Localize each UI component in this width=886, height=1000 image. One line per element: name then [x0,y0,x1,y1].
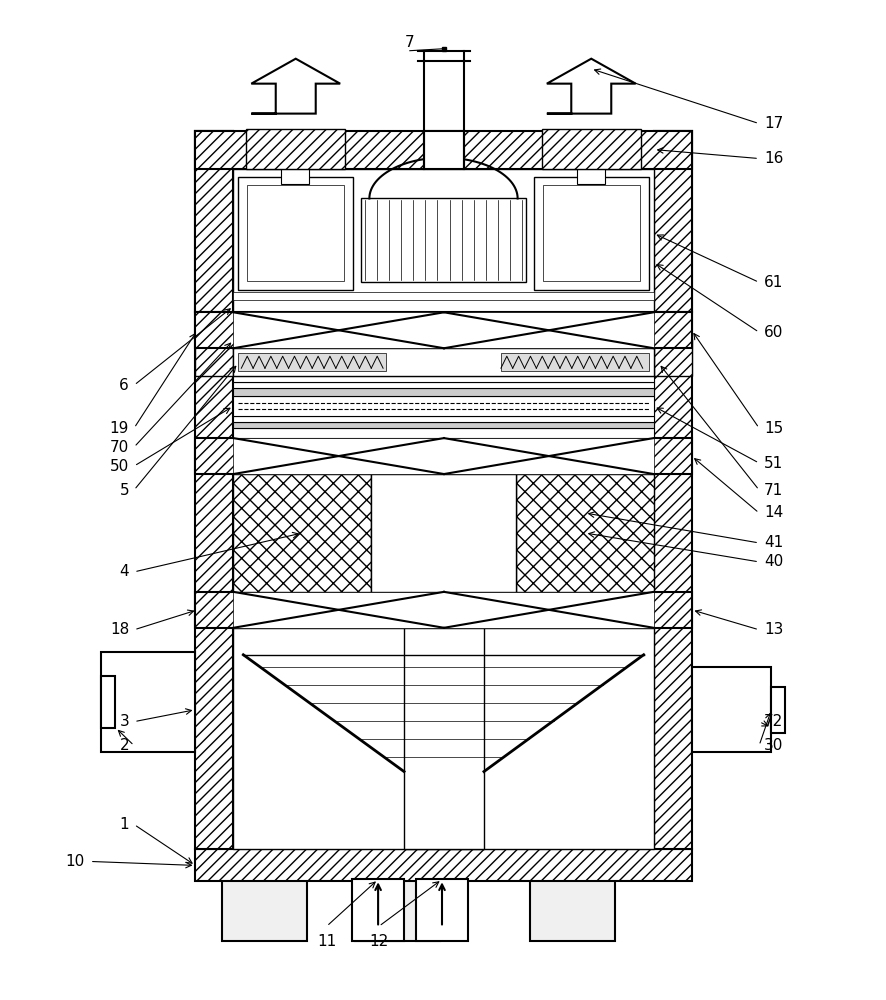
Polygon shape [251,59,339,114]
Bar [195,131,233,312]
Bar [370,474,516,592]
Bar [195,131,691,169]
Text: 41: 41 [763,535,782,550]
Bar [354,879,439,941]
Text: 6: 6 [120,378,129,393]
Bar [195,312,691,348]
Text: 40: 40 [763,554,782,569]
Bar [233,388,653,396]
Bar [533,177,648,290]
Text: 17: 17 [763,116,782,131]
Bar [233,474,370,592]
Bar [238,177,353,290]
Bar [416,879,468,941]
Text: 51: 51 [763,456,782,471]
Text: 3: 3 [120,714,129,729]
Bar [195,438,691,474]
Bar [501,353,648,371]
Bar [404,628,484,849]
Text: 11: 11 [316,934,336,949]
Bar [246,129,345,169]
Bar [653,338,691,376]
Bar [529,879,614,941]
Bar [233,376,653,382]
Bar [653,131,691,312]
Text: 18: 18 [110,622,129,637]
Bar [424,131,463,169]
Bar [233,416,653,422]
Text: 4: 4 [120,564,129,579]
Polygon shape [547,59,635,114]
Bar [576,169,604,184]
Bar [691,667,771,752]
Bar [247,185,344,281]
Bar [233,628,653,849]
Bar [233,312,653,348]
Bar [238,353,385,371]
Bar [516,474,653,592]
Bar [233,428,653,438]
Bar [233,169,653,312]
Text: 15: 15 [763,421,782,436]
Text: 12: 12 [369,934,388,949]
Text: 16: 16 [763,151,782,166]
Bar [195,131,233,849]
Bar [653,131,691,849]
Text: 61: 61 [763,275,782,290]
Text: 2: 2 [120,738,129,753]
Bar [233,348,653,376]
Bar [233,438,653,474]
Text: 50: 50 [110,459,129,474]
Bar [100,676,114,728]
Bar [195,592,691,628]
Text: 60: 60 [763,325,782,340]
Text: 7: 7 [405,35,414,50]
Text: 13: 13 [763,622,782,637]
Bar [361,198,525,282]
Bar [195,338,233,376]
Bar [541,129,640,169]
Text: 70: 70 [110,440,129,455]
Text: 14: 14 [763,505,782,520]
Bar [195,849,691,881]
Bar [771,687,785,733]
Bar [222,879,307,941]
Text: 71: 71 [763,483,782,498]
Bar [281,169,309,184]
Text: 5: 5 [120,483,129,498]
Bar [233,422,653,428]
Bar [233,292,653,300]
Text: 1: 1 [120,817,129,832]
Text: 10: 10 [66,854,85,869]
Bar [233,592,653,628]
Bar [233,396,653,416]
Bar [542,185,639,281]
Text: 19: 19 [110,421,129,436]
Bar [233,382,653,388]
Bar [100,652,195,752]
Text: 72: 72 [763,714,782,729]
Text: 30: 30 [763,738,782,753]
Bar [352,879,404,941]
